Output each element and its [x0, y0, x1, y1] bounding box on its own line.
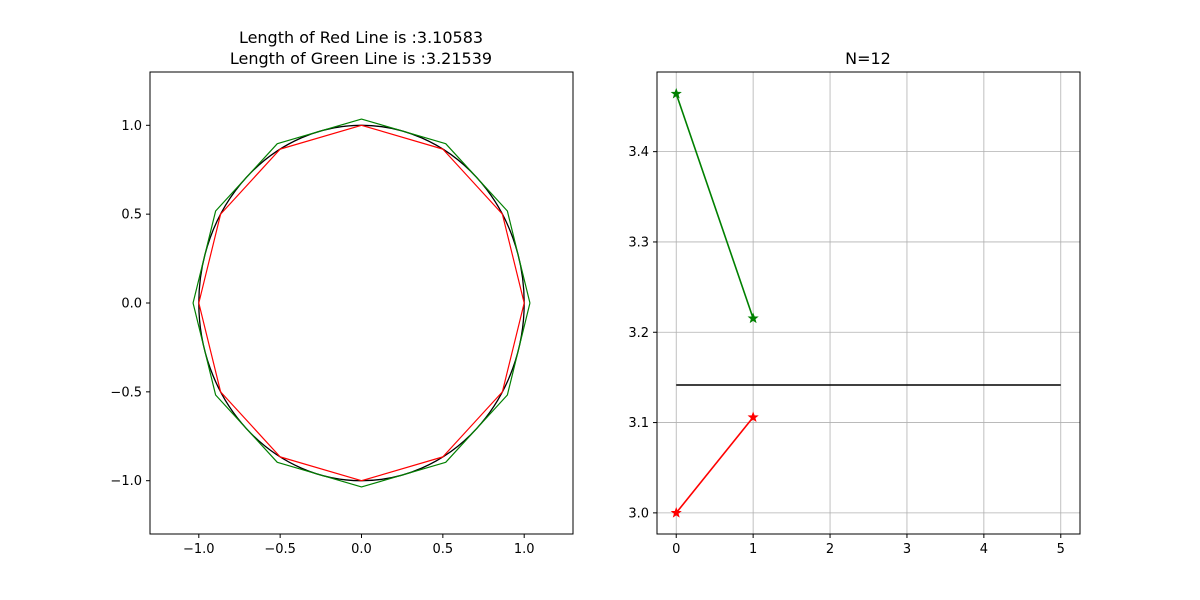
- left-chart-ytick-label: 0.5: [121, 208, 142, 223]
- left-chart-xtick-label: 0.5: [433, 542, 454, 557]
- right-chart-ytick-label: 3.1: [628, 416, 649, 431]
- right-chart-star-marker: [747, 312, 759, 324]
- left-chart-series-line-2: [192, 118, 531, 488]
- left-chart-xtick-label: 1.0: [514, 542, 535, 557]
- left-chart-title-line-2: Length of Green Line is :3.21539: [230, 49, 492, 68]
- right-chart-xtick-label: 4: [980, 542, 988, 557]
- right-chart-xtick-label: 3: [903, 542, 911, 557]
- left-chart-series: [192, 118, 531, 488]
- left-chart-xtick-label: −0.5: [264, 542, 296, 557]
- right-chart-ytick-label: 3.4: [628, 145, 649, 160]
- right-chart-xtick-label: 0: [672, 542, 680, 557]
- right-chart-xtick-label: 2: [826, 542, 834, 557]
- left-chart-ytick-label: −1.0: [110, 474, 142, 489]
- left-chart-ytick-label: 1.0: [121, 119, 142, 134]
- right-chart-grid: [657, 72, 1080, 534]
- left-chart: Length of Red Line is :3.10583 Length of…: [110, 28, 574, 557]
- right-chart-series-line-0: [675, 93, 754, 319]
- left-chart-ytick-label: 0.0: [121, 297, 142, 312]
- left-chart-xtick-label: −1.0: [183, 542, 215, 557]
- right-chart-star-marker: [670, 87, 682, 99]
- right-chart-star-marker: [670, 507, 682, 518]
- left-chart-series-line-1: [198, 124, 525, 482]
- left-chart-ytick-label: −0.5: [110, 385, 142, 400]
- right-chart-ytick-label: 3.3: [628, 235, 649, 250]
- left-chart-title-line-1: Length of Red Line is :3.10583: [239, 28, 483, 47]
- right-chart-title: N=12: [845, 49, 891, 68]
- right-chart-series-line-1: [675, 416, 754, 514]
- right-chart-series: [670, 87, 1061, 518]
- right-chart-frame: [656, 71, 1081, 535]
- right-chart-xtick-label: 5: [1057, 542, 1065, 557]
- right-chart-ytick-label: 3.2: [628, 326, 649, 341]
- right-chart-star-marker: [747, 411, 759, 423]
- right-chart-ytick-label: 3.0: [628, 506, 649, 521]
- left-chart-xtick-label: 0.0: [351, 542, 372, 557]
- left-chart-ticks: −1.0 −0.5 0.0 0.5 1.0 −1.0 −0.5 0.0 0.5 1.0: [110, 119, 534, 557]
- right-chart-xtick-label: 1: [749, 542, 757, 557]
- right-chart-ticks: 0 1 2 3 4 5 3.0 3.1 3.2 3.3 3.4: [628, 145, 1065, 557]
- right-chart: N=12 0 1 2 3 4 5 3.0 3.1 3.2 3.3 3.4: [628, 49, 1081, 557]
